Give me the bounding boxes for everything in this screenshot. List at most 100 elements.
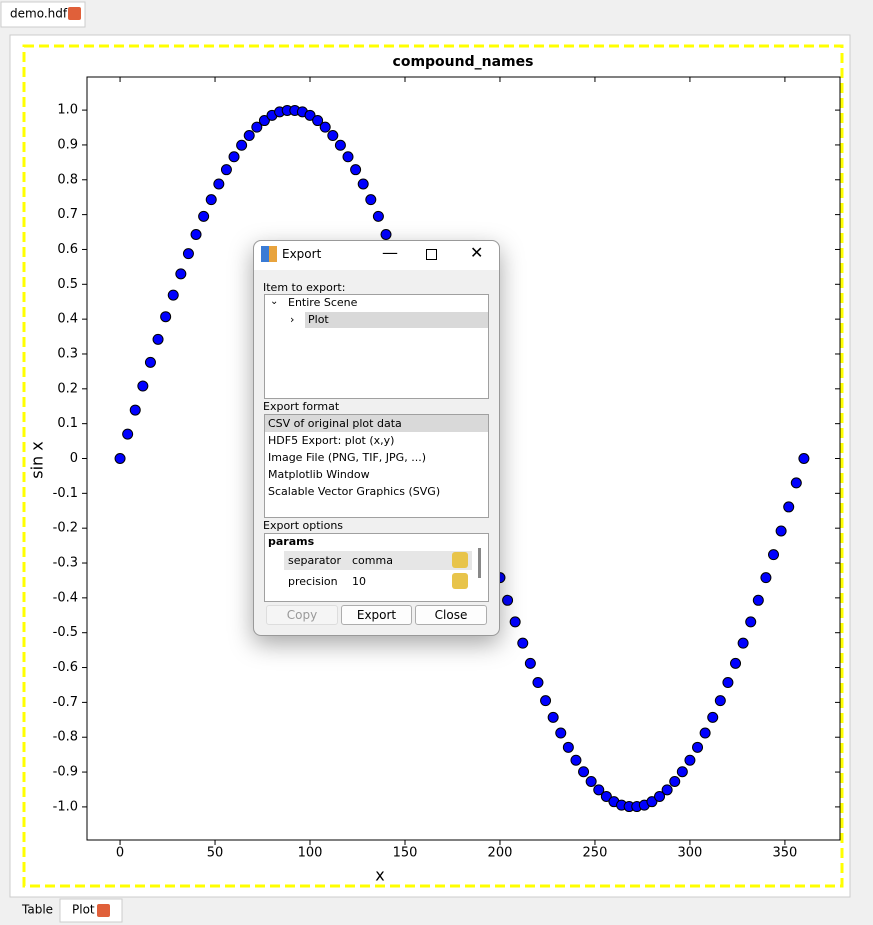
scrollbar[interactable]: [478, 548, 481, 578]
point: [236, 139, 248, 151]
point: [213, 178, 225, 190]
y-tick-label: 0.1: [57, 416, 78, 431]
tree-item[interactable]: Entire Scene: [288, 296, 358, 309]
point: [562, 741, 574, 753]
reset-button[interactable]: [452, 573, 468, 589]
point: [251, 121, 263, 133]
y-tick-label: 0: [70, 451, 78, 466]
y-tick-label: 0.7: [57, 207, 78, 222]
x-tick-label: 250: [583, 846, 608, 861]
y-axis-label: sin x: [28, 441, 47, 478]
y-tick-label: -0.9: [53, 765, 78, 780]
point: [327, 130, 339, 142]
point: [137, 380, 149, 392]
tree-item[interactable]: Plot: [308, 313, 329, 326]
point: [646, 796, 658, 808]
point: [205, 194, 217, 206]
y-tick-label: 0.9: [57, 137, 78, 152]
point: [737, 637, 749, 649]
y-tick-label: -0.1: [53, 486, 78, 501]
point: [540, 695, 552, 707]
point: [555, 727, 567, 739]
point: [570, 754, 582, 766]
y-tick-label: 0.3: [57, 346, 78, 361]
reset-button[interactable]: [452, 552, 468, 568]
point: [783, 501, 795, 513]
dialog-titlebar: [254, 241, 499, 270]
y-tick-label: 0.2: [57, 381, 78, 396]
close-button[interactable]: ✕: [470, 243, 484, 262]
point: [661, 784, 673, 796]
point: [175, 268, 187, 280]
point: [372, 210, 384, 222]
y-tick-label: -0.7: [53, 695, 78, 710]
point: [334, 139, 346, 151]
point: [167, 289, 179, 301]
tab-label: demo.hdf5: [10, 7, 75, 21]
point: [190, 228, 202, 240]
point: [692, 741, 704, 753]
point: [532, 677, 544, 689]
point: [699, 727, 711, 739]
point: [502, 594, 514, 606]
param-value[interactable]: comma: [352, 554, 393, 567]
maximize-button[interactable]: [426, 249, 437, 260]
y-tick-label: 0.6: [57, 242, 78, 257]
point: [304, 109, 316, 121]
point: [312, 115, 324, 127]
export-button[interactable]: Export: [341, 605, 412, 625]
x-tick-label: 300: [678, 846, 703, 861]
selection-highlight: [265, 415, 488, 432]
list-item[interactable]: Scalable Vector Graphics (SVG): [268, 485, 441, 498]
y-tick-label: -0.6: [53, 660, 78, 675]
y-tick-label: 0.8: [57, 172, 78, 187]
close-icon[interactable]: [97, 904, 110, 917]
x-tick-label: 0: [116, 846, 124, 861]
point: [798, 453, 810, 464]
tab-bar: [0, 0, 873, 27]
row-background: [284, 551, 472, 570]
point: [380, 228, 392, 240]
point: [760, 572, 772, 584]
close-icon[interactable]: [68, 7, 81, 20]
list-item[interactable]: CSV of original plot data: [268, 417, 402, 430]
point: [342, 151, 354, 163]
y-tick-label: 0.4: [57, 312, 78, 327]
section-label: Export format: [263, 400, 340, 413]
point: [152, 333, 164, 345]
point: [714, 695, 726, 707]
y-tick-label: 1.0: [57, 103, 78, 118]
param-value[interactable]: 10: [352, 575, 366, 588]
list-item[interactable]: Matplotlib Window: [268, 468, 370, 481]
expander[interactable]: ⌄: [270, 296, 279, 307]
section-label: Item to export:: [263, 281, 346, 294]
point: [144, 356, 156, 368]
close-dialog-button[interactable]: Close: [415, 605, 487, 625]
point: [122, 428, 134, 440]
point: [745, 616, 757, 628]
point: [524, 657, 536, 669]
point: [578, 766, 590, 778]
expander[interactable]: ›: [290, 313, 295, 326]
y-tick-label: -0.3: [53, 556, 78, 571]
copy-button[interactable]: Copy: [266, 605, 338, 625]
point: [790, 477, 802, 489]
y-tick-label: -0.8: [53, 730, 78, 745]
point: [775, 525, 787, 537]
point: [654, 790, 666, 802]
tab-label[interactable]: Table: [21, 903, 53, 917]
tab-label[interactable]: Plot: [72, 903, 95, 917]
x-tick-label: 350: [772, 846, 797, 861]
minimize-button[interactable]: —: [382, 243, 398, 262]
point: [365, 194, 377, 206]
selection-highlight: [305, 312, 488, 328]
point: [243, 130, 255, 142]
x-tick-label: 100: [298, 846, 323, 861]
point: [319, 121, 331, 133]
point: [228, 151, 240, 163]
list-item[interactable]: Image File (PNG, TIF, JPG, ...): [268, 451, 426, 464]
app-icon: [261, 246, 277, 262]
list-item[interactable]: HDF5 Export: plot (x,y): [268, 434, 395, 447]
point: [752, 594, 764, 606]
param-name: precision: [288, 575, 338, 588]
